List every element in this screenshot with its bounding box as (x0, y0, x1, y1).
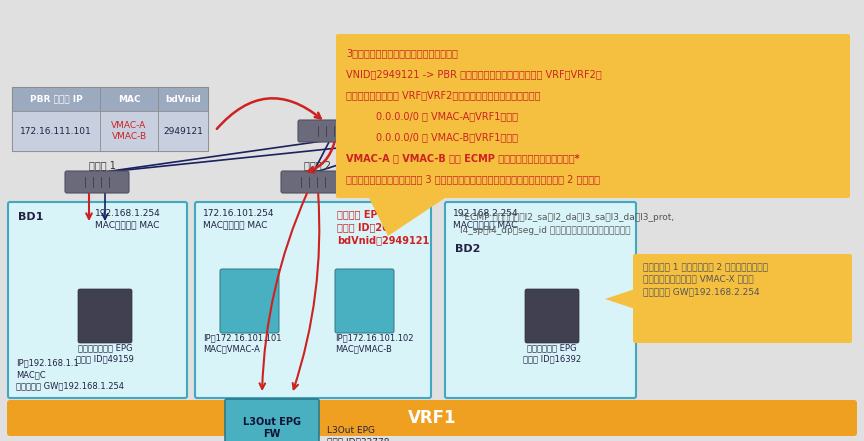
FancyBboxPatch shape (298, 120, 362, 142)
FancyBboxPatch shape (281, 171, 345, 193)
Text: VMAC-A
VMAC-B: VMAC-A VMAC-B (111, 121, 147, 141)
Text: IP：172.16.101.102
MAC：VMAC-B: IP：172.16.101.102 MAC：VMAC-B (335, 333, 414, 353)
FancyBboxPatch shape (12, 111, 100, 151)
FancyBboxPatch shape (525, 289, 579, 343)
FancyBboxPatch shape (383, 120, 447, 142)
Text: 等コストのネクストホップが 3 つ以上ある場合でも、使用するネクストホップは 2 つのみ。: 等コストのネクストホップが 3 つ以上ある場合でも、使用するネクストホップは 2… (346, 174, 600, 184)
FancyBboxPatch shape (445, 202, 636, 398)
Text: 172.16.101.254
MAC：リーフ MAC: 172.16.101.254 MAC：リーフ MAC (203, 209, 275, 230)
Text: IP：192.168.1.1
MAC：C
デフォルト GW：192.168.1.254: IP：192.168.1.1 MAC：C デフォルト GW：192.168.1.… (16, 359, 124, 390)
Text: 192.168.2.254
MAC：リーフ MAC: 192.168.2.254 MAC：リーフ MAC (453, 209, 518, 230)
Text: 外部ルータ 1 と外部ルータ 2 の両方がポリシー
ベースルーティングに VMAC-X を使用
デフォルト GW：192.168.2.254: 外部ルータ 1 と外部ルータ 2 の両方がポリシー ベースルーティングに VMA… (643, 262, 768, 296)
FancyBboxPatch shape (100, 111, 158, 151)
FancyBboxPatch shape (508, 171, 572, 193)
Text: 2949121: 2949121 (163, 127, 203, 135)
Text: VNID：2949121 -> PBR 接続先用に内部的に作成された VRF（VRF2）: VNID：2949121 -> PBR 接続先用に内部的に作成された VRF（V… (346, 69, 601, 79)
Text: IP：172.16.101.101
MAC：VMAC-A: IP：172.16.101.101 MAC：VMAC-A (203, 333, 282, 353)
Text: 3：トラフィックがサービスリーフに到達: 3：トラフィックがサービスリーフに到達 (346, 48, 458, 58)
Text: bdVnid: bdVnid (165, 94, 200, 104)
Text: PBR 接続先 IP: PBR 接続先 IP (29, 94, 82, 104)
Polygon shape (605, 289, 635, 309)
Text: 0.0.0.0/0 は VMAC-A（VRF1）経由: 0.0.0.0/0 は VMAC-A（VRF1）経由 (376, 111, 518, 121)
Text: L3Out EPG
クラス ID：32778: L3Out EPG クラス ID：32778 (327, 426, 390, 441)
FancyBboxPatch shape (78, 289, 132, 343)
FancyBboxPatch shape (100, 87, 158, 111)
Text: 内部的に作成された VRF（VRF2）にあるルーティングテーブル：: 内部的に作成された VRF（VRF2）にあるルーティングテーブル： (346, 90, 541, 100)
FancyBboxPatch shape (12, 87, 100, 111)
Text: MAC: MAC (118, 94, 140, 104)
Text: 192.168.1.254
MAC：リーフ MAC: 192.168.1.254 MAC：リーフ MAC (95, 209, 161, 230)
FancyBboxPatch shape (335, 269, 394, 333)
Text: VMAC-A と VMAC-B への ECMP の適用はハッシュに基づく。*: VMAC-A と VMAC-B への ECMP の適用はハッシュに基づく。* (346, 153, 580, 163)
Text: リーフ 1: リーフ 1 (89, 160, 116, 170)
Text: BD2: BD2 (455, 244, 480, 254)
FancyBboxPatch shape (225, 399, 319, 441)
Text: 0.0.0.0/0 は VMAC-B（VRF1）経由: 0.0.0.0/0 は VMAC-B（VRF1）経由 (376, 132, 518, 142)
Polygon shape (368, 196, 448, 236)
FancyBboxPatch shape (633, 254, 852, 343)
Text: プロバイダー EPG
クラス ID：16392: プロバイダー EPG クラス ID：16392 (523, 343, 581, 363)
FancyBboxPatch shape (158, 111, 208, 151)
Text: サービス EPG
クラス ID：20
bdVnid：2949121: サービス EPG クラス ID：20 bdVnid：2949121 (337, 209, 429, 245)
FancyBboxPatch shape (65, 171, 129, 193)
FancyBboxPatch shape (158, 87, 208, 111)
Text: BD1: BD1 (18, 212, 43, 222)
Text: コンシューマー EPG
クラス ID：49159: コンシューマー EPG クラス ID：49159 (76, 343, 134, 363)
Text: VRF1: VRF1 (408, 409, 456, 427)
Text: リーフ 2: リーフ 2 (304, 160, 332, 170)
FancyBboxPatch shape (220, 269, 279, 333)
Text: リーフ 3: リーフ 3 (531, 160, 558, 170)
Text: L3Out EPG
FW
172.16.0.0/16: L3Out EPG FW 172.16.0.0/16 (234, 417, 310, 441)
FancyBboxPatch shape (7, 400, 857, 436)
FancyBboxPatch shape (336, 34, 850, 198)
FancyBboxPatch shape (12, 87, 208, 151)
FancyBboxPatch shape (8, 202, 187, 398)
FancyBboxPatch shape (195, 202, 431, 398)
Text: *ECMP ハッシュは、l2_sa、l2_da、l3_sa、l3_da、l3_prot,
l4_sp、l4_dp、seg_id を使用して、ハッシュキーを生成: *ECMP ハッシュは、l2_sa、l2_da、l3_sa、l3_da、l3_p… (460, 213, 674, 235)
Text: 172.16.111.101: 172.16.111.101 (20, 127, 92, 135)
